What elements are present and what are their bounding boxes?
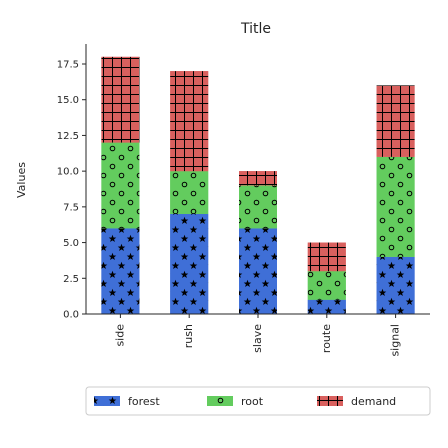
y-tick-label: 7.5 (63, 202, 79, 213)
bar-pattern-forest-slave (239, 228, 277, 314)
legend-label-demand: demand (351, 395, 396, 408)
chart-title: Title (240, 21, 271, 37)
legend-swatch-pattern-forest (94, 396, 120, 406)
x-tick-label-rush: rush (182, 324, 195, 348)
y-tick-label: 2.5 (63, 274, 79, 285)
legend-label-root: root (241, 395, 264, 408)
legend-swatch-pattern-demand (317, 396, 343, 406)
y-tick-label: 17.5 (57, 60, 79, 71)
y-tick-label: 10.0 (57, 167, 79, 178)
legend-swatch-pattern-root (207, 396, 233, 406)
bar-pattern-demand-side (101, 56, 140, 143)
bar-pattern-demand-signal (376, 85, 415, 157)
bar-pattern-demand-rush (170, 71, 209, 172)
x-axis-ticks: side rush slave route signal (113, 314, 402, 357)
bar-pattern-root-rush (170, 171, 209, 214)
y-tick-label: 12.5 (57, 131, 79, 142)
bars (101, 56, 415, 314)
bar-pattern-root-side (101, 142, 140, 229)
bar-pattern-forest-signal (376, 256, 415, 314)
x-tick-label-slave: slave (251, 324, 264, 353)
bar-pattern-forest-side (101, 228, 140, 314)
bar-pattern-root-slave (239, 185, 277, 229)
y-tick-label: 0.0 (63, 310, 79, 321)
bar-pattern-root-signal (376, 156, 415, 257)
y-tick-label: 15.0 (57, 95, 79, 106)
bar-pattern-forest-route (307, 299, 346, 314)
legend-box (85, 386, 431, 416)
y-axis-title: Values (15, 162, 28, 198)
bar-pattern-forest-rush (170, 214, 209, 314)
y-tick-label: 5.0 (63, 238, 79, 249)
bar-pattern-root-route (307, 271, 346, 300)
legend-label-forest: forest (128, 395, 160, 408)
x-tick-label-signal: signal (389, 324, 402, 357)
x-tick-label-side: side (113, 324, 126, 347)
legend: forest root demand (85, 386, 431, 416)
bar-pattern-demand-slave (239, 171, 277, 186)
x-tick-label-route: route (320, 324, 333, 353)
bar-pattern-demand-route (307, 242, 346, 272)
y-axis-ticks: 0.0 2.5 5.0 7.5 10.0 12.5 15.0 17.5 (57, 60, 86, 321)
